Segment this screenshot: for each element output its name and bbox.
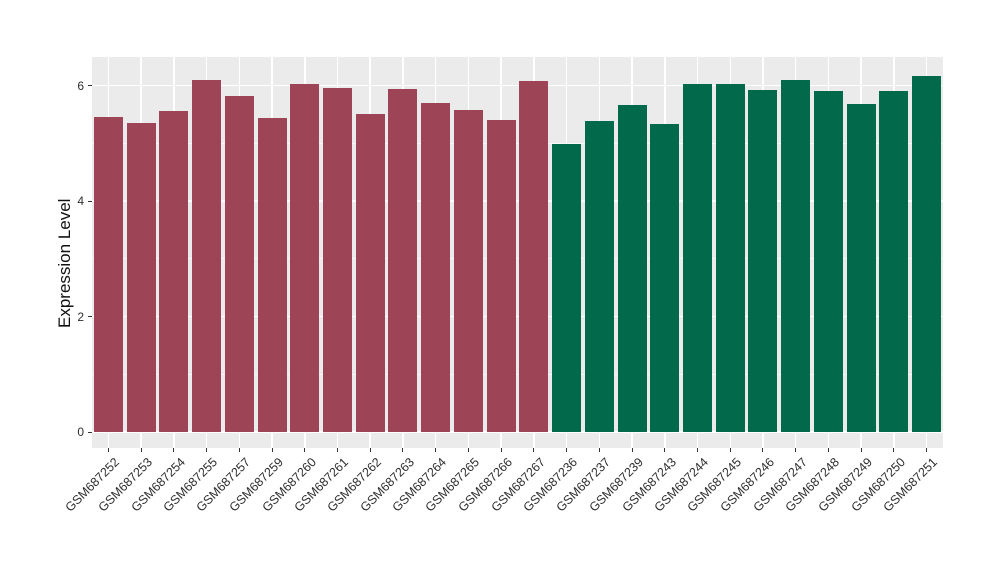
y-tick-label: 0 [77,425,84,439]
x-axis-tick [762,448,764,452]
x-axis-tick [926,448,928,452]
plot-panel [92,57,943,448]
x-axis-tick [238,448,240,452]
gridline-horizontal-minor [92,373,943,375]
bar-GSM687252 [93,116,123,432]
x-axis-tick [795,448,797,452]
bar-GSM687236 [552,143,582,432]
x-axis-tick [697,448,699,452]
x-axis-tick [140,448,142,452]
x-axis-tick [533,448,535,452]
bar-GSM687249 [846,103,876,432]
y-tick-label: 6 [77,78,84,93]
bar-GSM687262 [355,114,385,432]
gridline-horizontal-major [92,84,943,87]
x-axis-tick [566,448,568,452]
gridline-horizontal-minor [92,142,943,144]
bar-GSM687243 [650,123,680,432]
bar-GSM687260 [290,84,320,432]
x-axis-tick [206,448,208,452]
x-axis-tick [827,448,829,452]
x-axis-tick [271,448,273,452]
bar-GSM687237 [584,120,614,432]
x-axis-tick [173,448,175,452]
bar-GSM687251 [912,75,942,432]
x-axis-tick [369,448,371,452]
gridline-horizontal-major [92,315,943,318]
gridline-horizontal-minor [92,258,943,260]
bar-GSM687264 [421,102,451,432]
bar-GSM687248 [813,91,843,432]
y-tick-label: 2 [77,309,84,324]
y-axis-tick [87,85,92,86]
x-axis-tick [304,448,306,452]
gridline-horizontal-major [92,200,943,202]
gridline-horizontal-major [92,431,943,433]
bar-GSM687239 [617,104,647,432]
bar-GSM687244 [683,83,713,432]
y-axis-tick [87,316,92,317]
x-axis-tick [860,448,862,452]
y-tick-label: 4 [77,194,84,208]
y-axis-tick [87,200,92,202]
x-axis-tick [336,448,338,452]
x-axis-tick [664,448,666,452]
x-axis-tick [435,448,437,452]
bar-GSM687261 [322,87,352,432]
bar-GSM687259 [257,118,287,432]
bar-GSM687267 [519,80,549,432]
bar-GSM687263 [388,88,418,432]
y-axis-tick [87,431,92,433]
bar-GSM687250 [879,91,909,432]
bar-GSM687255 [192,80,222,432]
x-axis-tick [729,448,731,452]
bar-GSM687257 [224,96,254,432]
bar-GSM687254 [159,111,189,432]
bar-GSM687253 [126,123,156,432]
x-axis-tick [631,448,633,452]
bar-GSM687265 [453,110,483,432]
bar-GSM687266 [486,119,516,432]
x-axis-tick [598,448,600,452]
bar-GSM687247 [781,79,811,432]
x-axis-tick [467,448,469,452]
x-axis-tick [107,448,109,452]
bar-GSM687245 [715,83,745,432]
x-axis-tick [893,448,895,452]
x-axis-tick [402,448,404,452]
bar-GSM687246 [748,89,778,432]
x-axis-tick [500,448,502,452]
